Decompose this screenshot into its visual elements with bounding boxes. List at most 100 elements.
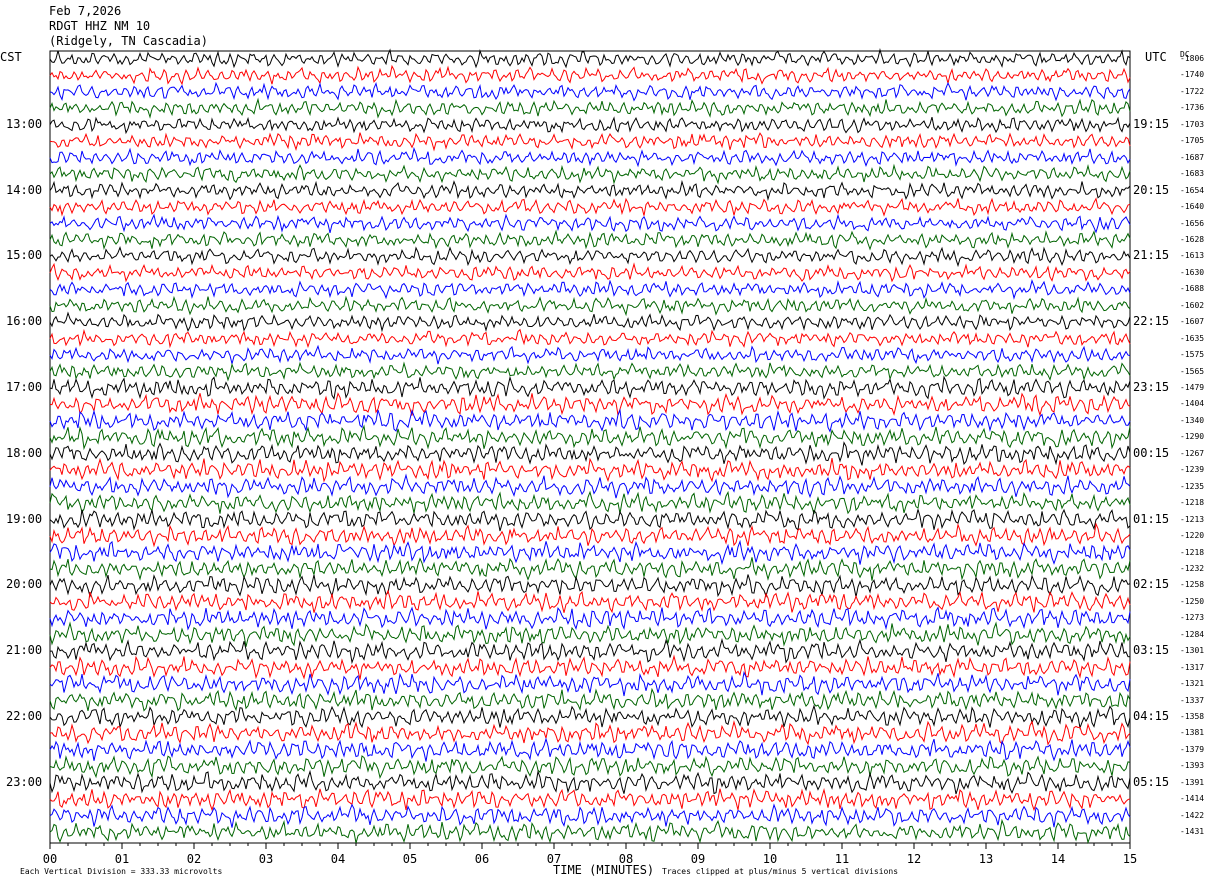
trace-line <box>49 375 1131 401</box>
x-tick-label: 14 <box>1050 852 1066 866</box>
trace-line <box>49 654 1131 680</box>
dc-offset-label: -1703 <box>1180 119 1205 129</box>
right-hour-label: 19:15 <box>1133 116 1170 131</box>
trace-line <box>49 328 1131 349</box>
right-hour-label: 02:15 <box>1133 577 1170 592</box>
station-location: (Ridgely, TN Cascadia) <box>49 34 208 48</box>
dc-offset-label: -1273 <box>1180 613 1205 623</box>
left-hour-label: 20:00 <box>6 577 43 592</box>
trace-line <box>49 424 1131 451</box>
trace-line <box>49 279 1131 300</box>
dc-offset-label: -1683 <box>1180 169 1205 179</box>
dc-offset-label: -1317 <box>1180 662 1205 672</box>
dc-offset-label: -1250 <box>1180 596 1205 606</box>
x-tick-label: 06 <box>474 852 490 866</box>
left-hour-label: 15:00 <box>6 248 43 263</box>
left-hour-label: 16:00 <box>6 314 43 329</box>
x-tick-label: 01 <box>114 852 130 866</box>
dc-offset-label: -1654 <box>1180 185 1205 195</box>
dc-offset-label: -1630 <box>1180 267 1205 277</box>
trace-line <box>49 637 1131 665</box>
trace-line <box>49 490 1131 515</box>
trace-line <box>49 755 1131 780</box>
trace-line <box>49 47 1131 69</box>
left-hour-label: 18:00 <box>6 445 43 460</box>
trace-line <box>49 81 1131 102</box>
trace-line <box>49 229 1131 251</box>
trace-line <box>49 589 1131 614</box>
dc-offset-label: -1575 <box>1180 350 1205 360</box>
trace-line <box>49 557 1131 581</box>
trace-line <box>49 132 1131 152</box>
right-hour-label: 23:15 <box>1133 380 1170 394</box>
x-tick-label: 03 <box>258 852 274 866</box>
left-hour-label: 22:00 <box>6 709 43 723</box>
footer-scale-note: Each Vertical Division = 333.33 microvol… <box>20 867 223 876</box>
dc-offset-label: -1431 <box>1180 827 1205 837</box>
dc-offset-label: -1640 <box>1180 202 1205 212</box>
x-tick-label: 08 <box>618 852 634 866</box>
station-code: RDGT HHZ NM 10 <box>49 19 151 33</box>
trace-line <box>49 787 1131 812</box>
dc-offset-label: -1687 <box>1180 152 1205 162</box>
dc-offset-label: -1267 <box>1180 448 1205 458</box>
x-tick-marks <box>49 843 1131 849</box>
left-hour-label: 19:00 <box>6 511 43 526</box>
trace-line <box>49 408 1131 433</box>
right-hour-label: 20:15 <box>1133 182 1170 197</box>
dc-offset-label: -1688 <box>1180 284 1205 294</box>
trace-line <box>49 213 1131 234</box>
dc-offset-label: -1337 <box>1180 695 1205 705</box>
trace-line <box>49 392 1131 417</box>
trace-line <box>49 803 1131 828</box>
x-tick-label: 07 <box>546 852 562 866</box>
trace-line <box>49 473 1131 499</box>
x-tick-label: 05 <box>402 852 418 866</box>
trace-line <box>49 719 1131 746</box>
plot-date: Feb 7,2026 <box>49 4 122 18</box>
dc-offset-label: -1635 <box>1180 333 1205 343</box>
left-hour-label: 14:00 <box>6 182 43 197</box>
trace-line <box>49 769 1131 795</box>
dc-offset-label: -1258 <box>1180 580 1205 590</box>
dc-offset-label: -1613 <box>1180 251 1205 261</box>
trace-line <box>49 361 1131 382</box>
trace-line <box>49 818 1131 845</box>
trace-line <box>49 457 1131 483</box>
dc-offset-label: -1705 <box>1180 136 1205 146</box>
trace-line <box>49 441 1131 466</box>
dc-offset-label: -1628 <box>1180 234 1205 244</box>
dc-offset-label: -1284 <box>1180 629 1205 639</box>
dc-offset-label: -1358 <box>1180 712 1205 721</box>
trace-line <box>49 737 1131 762</box>
trace-line <box>49 197 1131 217</box>
dc-offset-label: -1602 <box>1180 300 1205 310</box>
dc-offset-label: -1290 <box>1180 432 1205 442</box>
trace-line <box>49 687 1131 712</box>
right-hour-label: 01:15 <box>1133 511 1170 526</box>
x-tick-label: 00 <box>42 852 58 866</box>
trace-line <box>49 163 1131 185</box>
trace-line <box>49 621 1131 647</box>
dc-offset-label: -1806 <box>1180 54 1205 63</box>
trace-line <box>49 116 1131 135</box>
trace-line <box>49 539 1131 566</box>
x-tick-label: 15 <box>1122 852 1138 866</box>
left-hour-label: 17:00 <box>6 380 43 394</box>
dc-offset-label: -1301 <box>1180 646 1205 656</box>
dc-offset-label: -1218 <box>1180 498 1205 508</box>
dc-offset-label: -1414 <box>1180 794 1205 804</box>
trace-line <box>49 311 1131 333</box>
dc-offset-label: -1740 <box>1180 70 1205 80</box>
left-timezone: CST <box>0 50 22 64</box>
trace-line <box>49 245 1131 268</box>
trace-line <box>49 179 1131 201</box>
trace-line <box>49 704 1131 730</box>
dc-offset-label: -1232 <box>1180 563 1205 573</box>
seismic-traces <box>49 47 1131 845</box>
trace-line <box>49 262 1131 283</box>
dc-offset-label: -1422 <box>1180 810 1205 820</box>
x-tick-label: 13 <box>978 852 994 866</box>
dc-offset-label: -1393 <box>1180 761 1205 771</box>
